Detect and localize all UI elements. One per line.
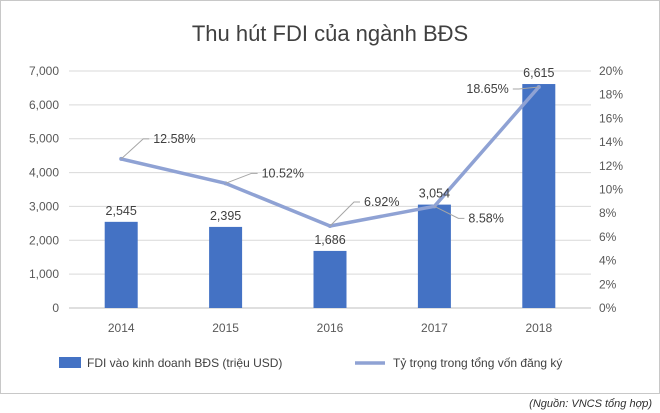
- line-series-path: [119, 85, 541, 228]
- bar: [313, 250, 347, 308]
- right-axis-tick-label: 12%: [599, 159, 623, 173]
- right-axis-tick-label: 8%: [599, 206, 617, 220]
- legend: FDI vào kinh doanh BĐS (triệu USD) Tỷ trọ…: [59, 356, 562, 370]
- data-labels: 2,545 2,395 1,686 3,054 6,615 12.58% 10.52% 6.9…: [106, 66, 555, 247]
- x-axis-tick-label: 2018: [525, 321, 552, 335]
- right-axis-tick-label: 4%: [599, 254, 617, 268]
- left-axis: 0 1,000 2,000 3,000 4,000 5,000 6,000 7,000: [29, 64, 59, 315]
- gridlines: [69, 70, 591, 309]
- right-axis-tick-label: 6%: [599, 230, 617, 244]
- bar-value-label: 6,615: [523, 66, 554, 80]
- line-label-leader: [120, 138, 150, 160]
- chart-frame: Thu hút FDI của ngành BĐS 0 1,000 2,000 3,0…: [0, 0, 660, 394]
- left-axis-tick-label: 6,000: [29, 98, 59, 112]
- bar: [104, 221, 138, 308]
- chart-canvas: Thu hút FDI của ngành BĐS 0 1,000 2,000 3,0…: [29, 21, 623, 370]
- line-value-label: 18.65%: [466, 82, 508, 96]
- bar: [209, 226, 243, 308]
- bar-value-label: 3,054: [419, 187, 450, 201]
- right-axis-tick-label: 16%: [599, 111, 623, 125]
- line-value-label: 8.58%: [468, 211, 503, 225]
- x-axis: 2014 2015 2016 2017 2018: [108, 321, 553, 335]
- line-value-label: 10.52%: [262, 166, 304, 180]
- line-value-label: 12.58%: [153, 132, 195, 146]
- x-axis-tick-label: 2017: [421, 321, 448, 335]
- x-axis-tick-label: 2014: [108, 321, 135, 335]
- left-axis-tick-label: 5,000: [29, 132, 59, 146]
- right-axis-tick-label: 10%: [599, 183, 623, 197]
- bar-value-label: 1,686: [314, 233, 345, 247]
- line-label-leader: [329, 201, 360, 227]
- legend-bar-swatch: [59, 357, 81, 368]
- legend-line-label: Tỷ trọng trong tổng vốn đăng ký: [393, 356, 562, 370]
- right-axis-tick-label: 18%: [599, 88, 623, 102]
- legend-bar-label: FDI vào kinh doanh BĐS (triệu USD): [87, 356, 282, 370]
- bar-value-label: 2,395: [210, 209, 241, 223]
- right-axis-tick-label: 0%: [599, 301, 617, 315]
- bar: [522, 84, 556, 308]
- line-label-leader: [434, 205, 465, 219]
- source-note: (Nguồn: VNCS tổng hợp): [529, 398, 652, 410]
- left-axis-tick-label: 3,000: [29, 199, 59, 213]
- left-axis-tick-label: 7,000: [29, 64, 59, 78]
- x-axis-tick-label: 2016: [317, 321, 344, 335]
- right-axis: 0% 2% 4% 6% 8% 10% 12% 14% 16% 18% 20%: [599, 64, 623, 315]
- left-axis-tick-label: 2,000: [29, 233, 59, 247]
- bar-value-label: 2,545: [106, 204, 137, 218]
- line-value-label: 6.92%: [364, 195, 399, 209]
- left-axis-tick-label: 1,000: [29, 267, 59, 281]
- right-axis-tick-label: 14%: [599, 135, 623, 149]
- left-axis-tick-label: 0: [52, 301, 59, 315]
- line-label-leader: [512, 86, 539, 90]
- x-axis-tick-label: 2015: [212, 321, 239, 335]
- right-axis-tick-label: 20%: [599, 64, 623, 78]
- line-label-leader: [225, 172, 258, 184]
- chart-title: Thu hút FDI của ngành BĐS: [192, 21, 468, 46]
- bar: [417, 204, 451, 308]
- right-axis-tick-label: 2%: [599, 277, 617, 291]
- left-axis-tick-label: 4,000: [29, 166, 59, 180]
- bar-series: [104, 84, 556, 308]
